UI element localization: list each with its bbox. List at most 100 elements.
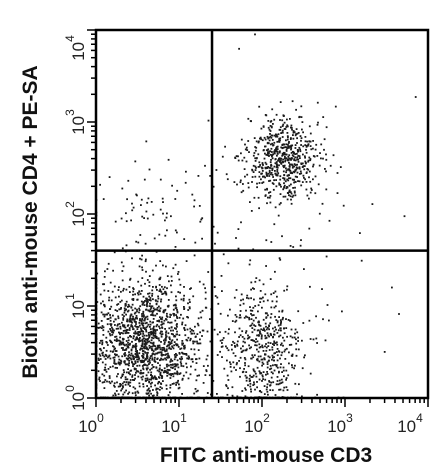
data-point bbox=[298, 167, 301, 170]
data-point bbox=[235, 369, 237, 371]
data-point bbox=[274, 149, 276, 151]
data-point bbox=[288, 154, 291, 157]
data-point bbox=[197, 317, 200, 320]
data-point bbox=[278, 128, 281, 131]
data-point bbox=[98, 378, 101, 381]
data-point bbox=[145, 326, 148, 329]
data-point bbox=[253, 298, 255, 301]
data-point bbox=[265, 388, 268, 391]
data-point bbox=[268, 335, 270, 338]
data-point bbox=[149, 355, 152, 358]
data-point bbox=[280, 354, 283, 357]
data-point bbox=[274, 315, 276, 318]
data-point bbox=[169, 343, 171, 346]
data-point bbox=[283, 332, 286, 335]
data-point bbox=[251, 309, 254, 312]
data-point bbox=[274, 172, 277, 175]
data-point bbox=[140, 329, 143, 331]
data-point bbox=[280, 163, 283, 165]
data-point bbox=[254, 33, 256, 36]
data-point bbox=[256, 366, 259, 369]
data-point bbox=[145, 210, 148, 213]
data-point bbox=[101, 343, 104, 346]
data-point bbox=[253, 328, 256, 331]
data-point bbox=[146, 377, 149, 380]
data-point bbox=[273, 118, 276, 121]
data-point bbox=[300, 172, 303, 175]
data-point bbox=[136, 317, 138, 320]
data-point bbox=[154, 334, 156, 337]
data-point bbox=[226, 178, 229, 181]
population-cd3-cd4- bbox=[95, 234, 241, 399]
data-point bbox=[162, 322, 165, 325]
data-point bbox=[181, 343, 184, 346]
data-point bbox=[155, 387, 158, 390]
data-point bbox=[292, 194, 295, 197]
data-point bbox=[166, 312, 168, 315]
data-point bbox=[152, 307, 155, 310]
data-point bbox=[136, 390, 139, 393]
data-point bbox=[282, 344, 284, 347]
data-point bbox=[132, 365, 134, 367]
data-point bbox=[128, 351, 130, 354]
data-point bbox=[293, 178, 295, 181]
data-point bbox=[138, 324, 141, 327]
data-point bbox=[145, 334, 148, 337]
data-point bbox=[105, 349, 108, 352]
data-point bbox=[158, 320, 161, 323]
data-point bbox=[135, 345, 138, 347]
data-point bbox=[174, 368, 176, 371]
data-point bbox=[151, 294, 153, 297]
data-point bbox=[275, 179, 277, 181]
data-point bbox=[133, 332, 135, 335]
data-point bbox=[192, 340, 194, 343]
data-point bbox=[193, 199, 196, 202]
data-point bbox=[286, 147, 289, 150]
data-point bbox=[109, 334, 112, 337]
data-point bbox=[225, 384, 227, 386]
data-point bbox=[285, 171, 287, 174]
data-point bbox=[144, 377, 147, 380]
data-point bbox=[165, 265, 167, 268]
data-point bbox=[261, 364, 263, 367]
population-cd3-cd4- bbox=[221, 100, 342, 226]
data-point bbox=[279, 150, 281, 153]
data-point bbox=[144, 345, 147, 347]
data-point bbox=[287, 156, 290, 158]
data-point bbox=[135, 356, 138, 358]
data-point bbox=[196, 333, 199, 335]
data-point bbox=[205, 369, 208, 371]
data-point bbox=[152, 376, 155, 379]
data-point bbox=[149, 326, 151, 328]
data-point bbox=[300, 184, 303, 187]
data-point bbox=[235, 289, 238, 291]
data-point bbox=[258, 105, 261, 108]
data-point bbox=[134, 394, 137, 397]
data-point bbox=[270, 367, 273, 370]
data-point bbox=[153, 356, 156, 359]
data-point bbox=[120, 389, 122, 392]
data-point bbox=[156, 391, 158, 394]
data-point bbox=[155, 308, 157, 311]
data-point bbox=[138, 319, 141, 322]
data-point bbox=[289, 319, 291, 322]
data-point bbox=[212, 225, 215, 228]
data-point bbox=[128, 391, 131, 394]
data-point bbox=[99, 380, 101, 382]
data-point bbox=[260, 335, 263, 338]
data-point bbox=[176, 325, 178, 328]
data-point bbox=[119, 384, 122, 387]
data-point bbox=[243, 368, 245, 370]
data-point bbox=[234, 320, 237, 323]
data-point bbox=[277, 383, 280, 386]
data-point bbox=[258, 171, 261, 173]
data-point bbox=[295, 128, 298, 130]
data-point bbox=[157, 297, 160, 300]
data-point bbox=[165, 334, 167, 336]
data-point bbox=[156, 308, 158, 311]
data-point bbox=[159, 276, 162, 279]
data-point bbox=[117, 323, 119, 326]
data-point bbox=[129, 291, 131, 293]
data-point bbox=[113, 384, 115, 387]
data-point bbox=[167, 299, 170, 301]
